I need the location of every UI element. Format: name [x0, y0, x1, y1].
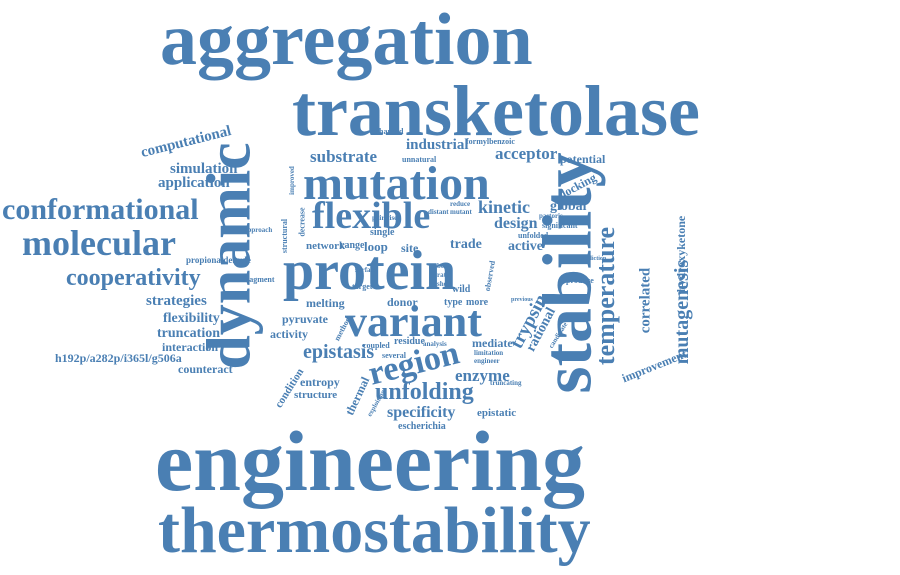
word-pairwise: pairwise: [372, 214, 398, 222]
word-single: single: [370, 227, 395, 238]
word-simulation: simulation: [170, 161, 238, 177]
word-unfolding: unfolding: [375, 379, 474, 405]
word-target: target: [352, 282, 373, 291]
word-type: type: [444, 297, 463, 308]
word-temperature: temperature: [591, 226, 621, 366]
word-acceptor: acceptor: [495, 144, 558, 163]
word-thermostability: thermostability: [158, 494, 591, 567]
word-reduce: reduce: [450, 200, 471, 208]
word-site: site: [401, 241, 419, 255]
word-design: design: [494, 215, 538, 232]
word-more: more: [466, 297, 489, 308]
word-unfolded: unfolded: [518, 231, 549, 240]
word-prediction: prediction: [580, 256, 607, 262]
word-structure: structure: [294, 389, 338, 401]
word-loop: loop: [364, 239, 388, 254]
word-mediate: mediate: [472, 336, 513, 350]
word-limitation: limitation: [474, 349, 504, 357]
word-approach: approach: [244, 226, 273, 234]
word-donor: donor: [387, 295, 418, 309]
word-global: global: [550, 199, 587, 214]
word-observed: observed: [482, 260, 497, 292]
word-hydroxyketone: hydroxyketone: [674, 215, 689, 293]
word-molecular: molecular: [22, 223, 176, 263]
word-potential: potential: [560, 152, 606, 166]
word-conformational: conformational: [2, 193, 199, 226]
word-epistasis: epistasis: [303, 341, 375, 363]
word-coupled: coupled: [363, 341, 390, 350]
word-application: application: [158, 175, 230, 191]
word-escherichia: escherichia: [398, 421, 446, 432]
word-network: network: [306, 240, 346, 252]
word-engineer: engineer: [474, 357, 500, 365]
word-previous: previous: [511, 297, 533, 303]
word-fragment: fragment: [243, 275, 275, 284]
word-rate: rate: [437, 271, 450, 279]
word-analysis: analysis: [423, 340, 447, 348]
word-short: short: [437, 280, 453, 288]
word-epistatic: epistatic: [477, 407, 517, 419]
word-interaction: interaction: [162, 340, 218, 354]
word-unnatural: unnatural: [402, 155, 437, 164]
word-substrate: substrate: [310, 147, 378, 166]
word-range: range: [340, 240, 365, 251]
word-active: active: [508, 239, 543, 254]
word-truncating: truncating: [490, 379, 522, 387]
word-structural: structural: [280, 218, 290, 254]
word-h192p-a282p-i365l-g506a: h192p/a282p/i365l/g506a: [55, 351, 182, 365]
word-industrial: industrial: [406, 137, 469, 153]
word-residue: residue: [394, 336, 425, 347]
word-specificity: specificity: [387, 404, 456, 421]
word-engineering: engineering: [155, 413, 585, 509]
word-significant: significant: [542, 221, 578, 230]
word-several: several: [382, 351, 406, 360]
word-distant: distant: [428, 208, 449, 216]
word-transketolase: transketolase: [292, 71, 700, 151]
word-strategies: strategies: [146, 293, 207, 309]
word-pyruvate: pyruvate: [282, 312, 328, 326]
word-mutation: mutation: [303, 157, 490, 210]
word-variant: variant: [345, 297, 482, 346]
word-decrease: decrease: [297, 207, 307, 237]
word-pastoris: pastoris: [539, 212, 563, 220]
word-improved: improved: [287, 166, 296, 195]
word-flexibility: flexibility: [163, 311, 220, 326]
word-enhanced: enhanced: [371, 127, 404, 136]
word-improvement: improvement: [619, 346, 689, 386]
word-truncation: truncation: [157, 326, 220, 341]
word-counteract: counteract: [178, 362, 233, 376]
word-wild: wild: [452, 284, 471, 295]
word-protein: protein: [283, 240, 457, 302]
word-surface: surface: [355, 266, 377, 274]
word-entropy: entropy: [300, 375, 340, 389]
word-best: best: [437, 262, 450, 270]
word-activity: activity: [270, 327, 308, 341]
word-trade: trade: [450, 237, 482, 252]
word-produce: produce: [566, 276, 594, 285]
word-kinetic: kinetic: [478, 197, 530, 217]
word-propionaldehyde: propionaldehyde: [186, 255, 251, 265]
word-formylbenzoic: formylbenzoic: [466, 137, 515, 146]
word-enzyme: enzyme: [455, 366, 510, 385]
word-flexible: flexible: [312, 195, 431, 237]
word-mutant: mutant: [450, 208, 472, 216]
word-aggregation: aggregation: [160, 0, 533, 81]
word-melting: melting: [306, 296, 345, 310]
word-cooperativity: cooperativity: [66, 265, 201, 291]
word-correlated: correlated: [637, 267, 654, 334]
